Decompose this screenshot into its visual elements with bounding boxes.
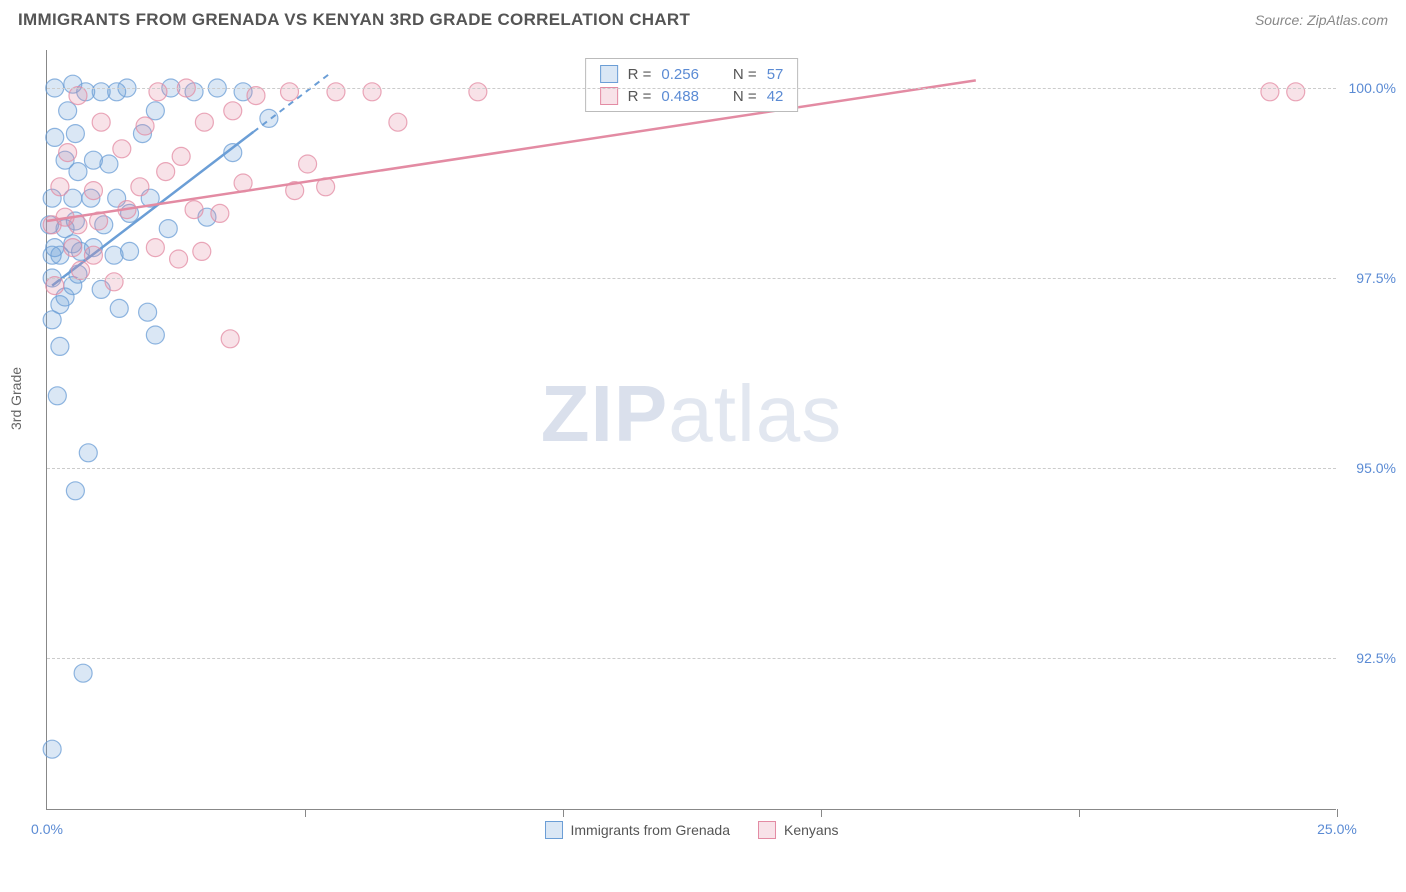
data-point xyxy=(105,273,123,291)
legend-swatch xyxy=(758,821,776,839)
legend-label: Kenyans xyxy=(784,822,838,838)
legend-n-value: 57 xyxy=(767,66,784,83)
data-point xyxy=(157,163,175,181)
legend-r-value: 0.488 xyxy=(661,88,699,105)
y-tick-label: 97.5% xyxy=(1346,270,1396,286)
data-point xyxy=(211,204,229,222)
x-tick-label: 25.0% xyxy=(1317,821,1357,837)
gridline xyxy=(47,658,1336,659)
legend-swatch xyxy=(600,87,618,105)
data-point xyxy=(59,102,77,120)
data-point xyxy=(363,83,381,101)
data-point xyxy=(139,303,157,321)
data-point xyxy=(1261,83,1279,101)
data-point xyxy=(281,83,299,101)
data-point xyxy=(121,242,139,260)
x-tick-label: 0.0% xyxy=(31,821,63,837)
legend-item: Immigrants from Grenada xyxy=(545,821,731,839)
y-tick-label: 100.0% xyxy=(1346,80,1396,96)
data-point xyxy=(1287,83,1305,101)
legend-r-label: R = xyxy=(628,66,652,83)
data-point xyxy=(74,664,92,682)
data-point xyxy=(46,277,64,295)
data-point xyxy=(146,326,164,344)
data-point xyxy=(195,113,213,131)
y-tick-label: 92.5% xyxy=(1346,650,1396,666)
data-point xyxy=(110,299,128,317)
x-tick xyxy=(821,809,822,817)
x-tick xyxy=(563,809,564,817)
correlation-legend: R = 0.256 N = 57 R = 0.488 N = 42 xyxy=(585,58,799,112)
chart-title: IMMIGRANTS FROM GRENADA VS KENYAN 3RD GR… xyxy=(18,10,690,30)
y-tick-label: 95.0% xyxy=(1346,460,1396,476)
legend-swatch xyxy=(545,821,563,839)
data-point xyxy=(193,242,211,260)
data-point xyxy=(92,113,110,131)
legend-n-value: 42 xyxy=(767,88,784,105)
data-point xyxy=(72,261,90,279)
series-legend: Immigrants from Grenada Kenyans xyxy=(545,821,839,839)
data-point xyxy=(64,239,82,257)
legend-r-label: R = xyxy=(628,88,652,105)
legend-row: R = 0.256 N = 57 xyxy=(600,63,784,85)
legend-swatch xyxy=(600,65,618,83)
legend-item: Kenyans xyxy=(758,821,838,839)
gridline xyxy=(47,278,1336,279)
data-point xyxy=(172,147,190,165)
data-point xyxy=(159,220,177,238)
legend-label: Immigrants from Grenada xyxy=(571,822,731,838)
data-point xyxy=(136,117,154,135)
data-point xyxy=(185,201,203,219)
data-point xyxy=(247,87,265,105)
data-point xyxy=(327,83,345,101)
y-axis-label: 3rd Grade xyxy=(8,367,24,430)
data-point xyxy=(389,113,407,131)
legend-n-label: N = xyxy=(733,88,757,105)
trend-line-dashed xyxy=(253,73,330,132)
data-point xyxy=(59,144,77,162)
data-point xyxy=(149,83,167,101)
gridline xyxy=(47,88,1336,89)
data-point xyxy=(48,387,66,405)
data-point xyxy=(170,250,188,268)
gridline xyxy=(47,468,1336,469)
chart-plot-area: ZIPatlas R =0.256N =57R =0.488N =42 Immi… xyxy=(46,50,1336,810)
legend-r-value: 0.256 xyxy=(661,66,699,83)
data-point xyxy=(69,87,87,105)
data-point xyxy=(79,444,97,462)
x-tick xyxy=(1337,809,1338,817)
data-point xyxy=(51,337,69,355)
data-point xyxy=(51,178,69,196)
x-tick xyxy=(305,809,306,817)
data-point xyxy=(113,140,131,158)
data-point xyxy=(43,740,61,758)
data-point xyxy=(469,83,487,101)
data-point xyxy=(100,155,118,173)
source-attribution: Source: ZipAtlas.com xyxy=(1255,12,1388,28)
data-point xyxy=(221,330,239,348)
data-point xyxy=(299,155,317,173)
data-point xyxy=(146,239,164,257)
scatter-svg xyxy=(47,50,1336,809)
legend-n-label: N = xyxy=(733,66,757,83)
data-point xyxy=(66,125,84,143)
data-point xyxy=(224,102,242,120)
data-point xyxy=(84,182,102,200)
data-point xyxy=(66,482,84,500)
data-point xyxy=(146,102,164,120)
data-point xyxy=(84,246,102,264)
data-point xyxy=(131,178,149,196)
data-point xyxy=(46,128,64,146)
x-tick xyxy=(1079,809,1080,817)
